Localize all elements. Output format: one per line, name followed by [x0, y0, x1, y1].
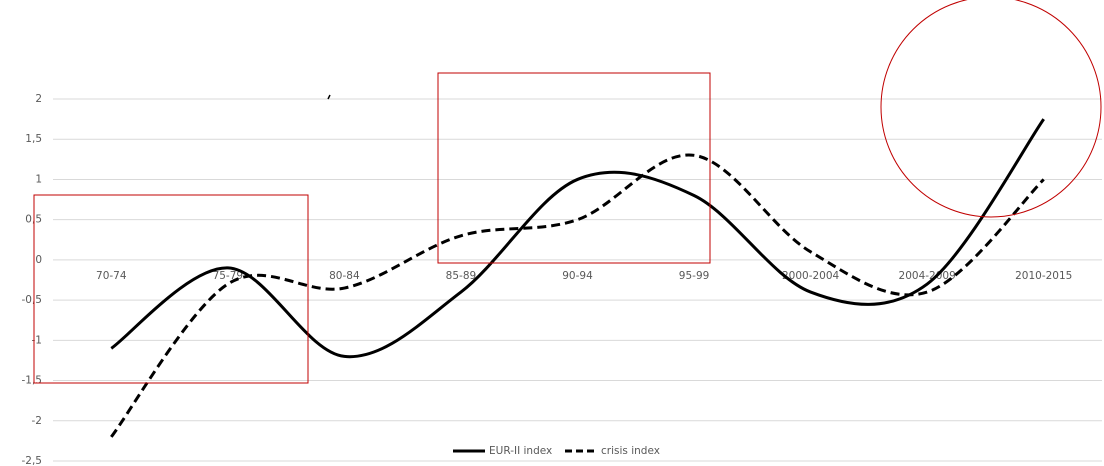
- x-tick-label: 70-74: [96, 270, 127, 282]
- y-tick-label: -1,5: [22, 375, 43, 387]
- y-tick-label: 0: [35, 254, 42, 266]
- x-tick-label: 2000-2004: [782, 270, 840, 282]
- highlight-circle: [880, 0, 1102, 218]
- legend-label: crisis index: [601, 445, 660, 457]
- x-tick-label: 2010-2015: [1015, 270, 1072, 282]
- x-tick-label: 95-99: [679, 270, 710, 282]
- x-tick-label: 90-94: [562, 270, 593, 282]
- highlight-box: [437, 72, 711, 264]
- series-line: [110, 118, 1045, 359]
- y-tick-label: -1: [32, 334, 42, 346]
- y-tick-label: 2: [35, 93, 42, 105]
- x-tick-label: 80-84: [329, 270, 360, 282]
- x-tick-label: 85-89: [446, 270, 477, 282]
- y-tick-label: -2: [32, 415, 42, 427]
- series-line: [110, 153, 1045, 438]
- plot: [110, 118, 1045, 438]
- stray-mark: [327, 94, 331, 100]
- y-tick-label: -0,5: [22, 294, 43, 306]
- y-tick-label: 1,5: [25, 133, 42, 145]
- legend-label: EUR-II index: [489, 445, 552, 457]
- legend: EUR-II index crisis index: [453, 445, 660, 457]
- y-tick-label: -2,5: [22, 455, 43, 466]
- y-tick-label: 1: [35, 173, 42, 185]
- highlight-box: [33, 194, 309, 384]
